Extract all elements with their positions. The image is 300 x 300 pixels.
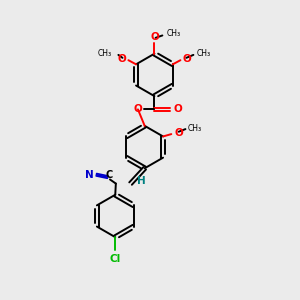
Text: CH₃: CH₃	[98, 49, 112, 58]
Text: O: O	[118, 54, 127, 64]
Text: O: O	[133, 104, 142, 114]
Text: CH₃: CH₃	[167, 28, 181, 38]
Text: Cl: Cl	[110, 254, 121, 264]
Text: O: O	[182, 54, 191, 64]
Text: O: O	[174, 128, 183, 138]
Text: O: O	[150, 32, 159, 42]
Text: CH₃: CH₃	[188, 124, 202, 133]
Text: N: N	[85, 170, 94, 180]
Text: C: C	[105, 170, 113, 180]
Text: CH₃: CH₃	[197, 49, 211, 58]
Text: O: O	[174, 104, 182, 114]
Text: H: H	[137, 176, 146, 186]
